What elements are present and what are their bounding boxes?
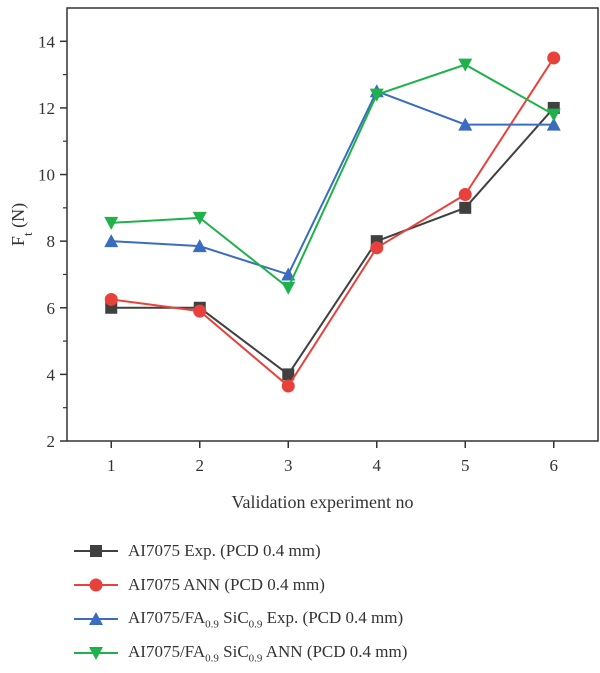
series-s3 <box>104 84 561 281</box>
chart-legend: AI7075 Exp. (PCD 0.4 mm) AI7075 ANN (PCD … <box>72 535 407 671</box>
series-s1 <box>105 101 560 381</box>
series-s4 <box>104 58 561 295</box>
x-axis-title: Validation experiment no <box>232 492 414 512</box>
legend-item-s1: AI7075 Exp. (PCD 0.4 mm) <box>72 535 407 567</box>
data-point-circle <box>547 51 561 65</box>
data-point-triangle-down <box>369 88 384 102</box>
plot-area <box>66 7 599 442</box>
data-point-triangle-up <box>546 117 561 131</box>
series-line <box>111 90 554 276</box>
x-tick-label: 4 <box>373 456 382 475</box>
plot-frame <box>66 7 599 442</box>
y-tick-label: 12 <box>38 99 55 118</box>
y-axis-title-sub: t <box>20 232 35 236</box>
y-tick-label: 8 <box>47 232 56 251</box>
y-tick-label: 2 <box>47 432 56 451</box>
y-axis-title: Ft (N) <box>8 203 35 246</box>
data-point-square <box>90 545 102 557</box>
data-point-triangle-down <box>104 216 119 230</box>
series-line <box>111 63 555 290</box>
legend-label-subscript: 0.9 <box>205 652 219 665</box>
data-point-triangle-down <box>192 211 207 225</box>
data-point-triangle-up <box>89 612 103 625</box>
legend-label-text: ANN (PCD 0.4 mm) <box>262 641 408 661</box>
x-tick-label: 5 <box>461 456 470 475</box>
series-s2 <box>104 51 561 393</box>
y-axis-ticks: 2 4 6 8 10 12 14 <box>38 32 67 451</box>
legend-label-text: AI7075 Exp. (PCD 0.4 mm) <box>128 541 321 560</box>
legend-item-s4: AI7075/FA0.9 SiC0.9 ANN (PCD 0.4 mm) <box>72 637 407 669</box>
series-line <box>111 107 555 376</box>
data-point-triangle-up <box>458 117 473 131</box>
legend-item-s3: AI7075/FA0.9 SiC0.9 Exp. (PCD 0.4 mm) <box>72 603 407 635</box>
data-point-circle <box>193 304 207 318</box>
legend-swatch <box>74 612 118 625</box>
data-point-triangle-down <box>281 281 296 295</box>
y-tick-label: 6 <box>47 299 56 318</box>
y-axis-title-unit: (N) <box>8 203 29 233</box>
data-point-triangle-down <box>546 108 561 122</box>
legend-label: AI7075/FA0.9 SiC0.9 Exp. (PCD 0.4 mm) <box>128 608 403 630</box>
data-point-circle <box>104 292 118 306</box>
x-tick-label: 2 <box>196 456 205 475</box>
data-point-triangle-down <box>458 58 473 72</box>
data-point-triangle-up <box>281 267 296 281</box>
data-point-circle <box>458 188 472 202</box>
legend-label-subscript: 0.9 <box>205 618 219 631</box>
legend-label-text: AI7075/FA <box>128 641 206 661</box>
legend-swatch <box>74 647 118 660</box>
data-point-triangle-down <box>89 647 103 660</box>
data-point-square <box>459 201 472 214</box>
x-tick-label: 6 <box>550 456 559 475</box>
data-point-circle <box>281 379 295 393</box>
legend-label-text: SiC <box>218 641 249 661</box>
legend-label-subscript: 0.9 <box>248 652 263 665</box>
data-point-circle <box>89 578 103 592</box>
x-tick-label: 3 <box>284 456 293 475</box>
data-point-circle <box>370 241 384 255</box>
legend-swatch <box>74 545 118 557</box>
x-axis-ticks: 1 2 3 4 5 6 <box>107 441 558 475</box>
legend-label-text: AI7075/FA <box>128 607 206 627</box>
legend-label-text: Exp. (PCD 0.4 mm) <box>262 607 404 627</box>
y-tick-label: 10 <box>38 166 55 185</box>
legend-label: AI7075 Exp. (PCD 0.4 mm) <box>128 541 321 561</box>
legend-label: AI7075 ANN (PCD 0.4 mm) <box>128 575 325 595</box>
data-point-square <box>282 368 295 381</box>
legend-label-subscript: 0.9 <box>248 618 263 631</box>
series-layer <box>104 51 561 393</box>
legend-label-text: AI7075 ANN (PCD 0.4 mm) <box>128 575 325 594</box>
legend-swatch <box>74 578 118 592</box>
legend-label-text: SiC <box>218 607 249 627</box>
x-tick-label: 1 <box>107 456 116 475</box>
y-axis-title-main: F <box>8 236 28 246</box>
y-tick-label: 14 <box>38 32 56 51</box>
series-line <box>111 57 555 388</box>
legend-item-s2: AI7075 ANN (PCD 0.4 mm) <box>72 569 407 601</box>
data-point-triangle-up <box>192 239 207 253</box>
y-tick-label: 4 <box>47 365 56 384</box>
legend-label: AI7075/FA0.9 SiC0.9 ANN (PCD 0.4 mm) <box>128 642 407 664</box>
data-point-triangle-up <box>104 234 119 248</box>
